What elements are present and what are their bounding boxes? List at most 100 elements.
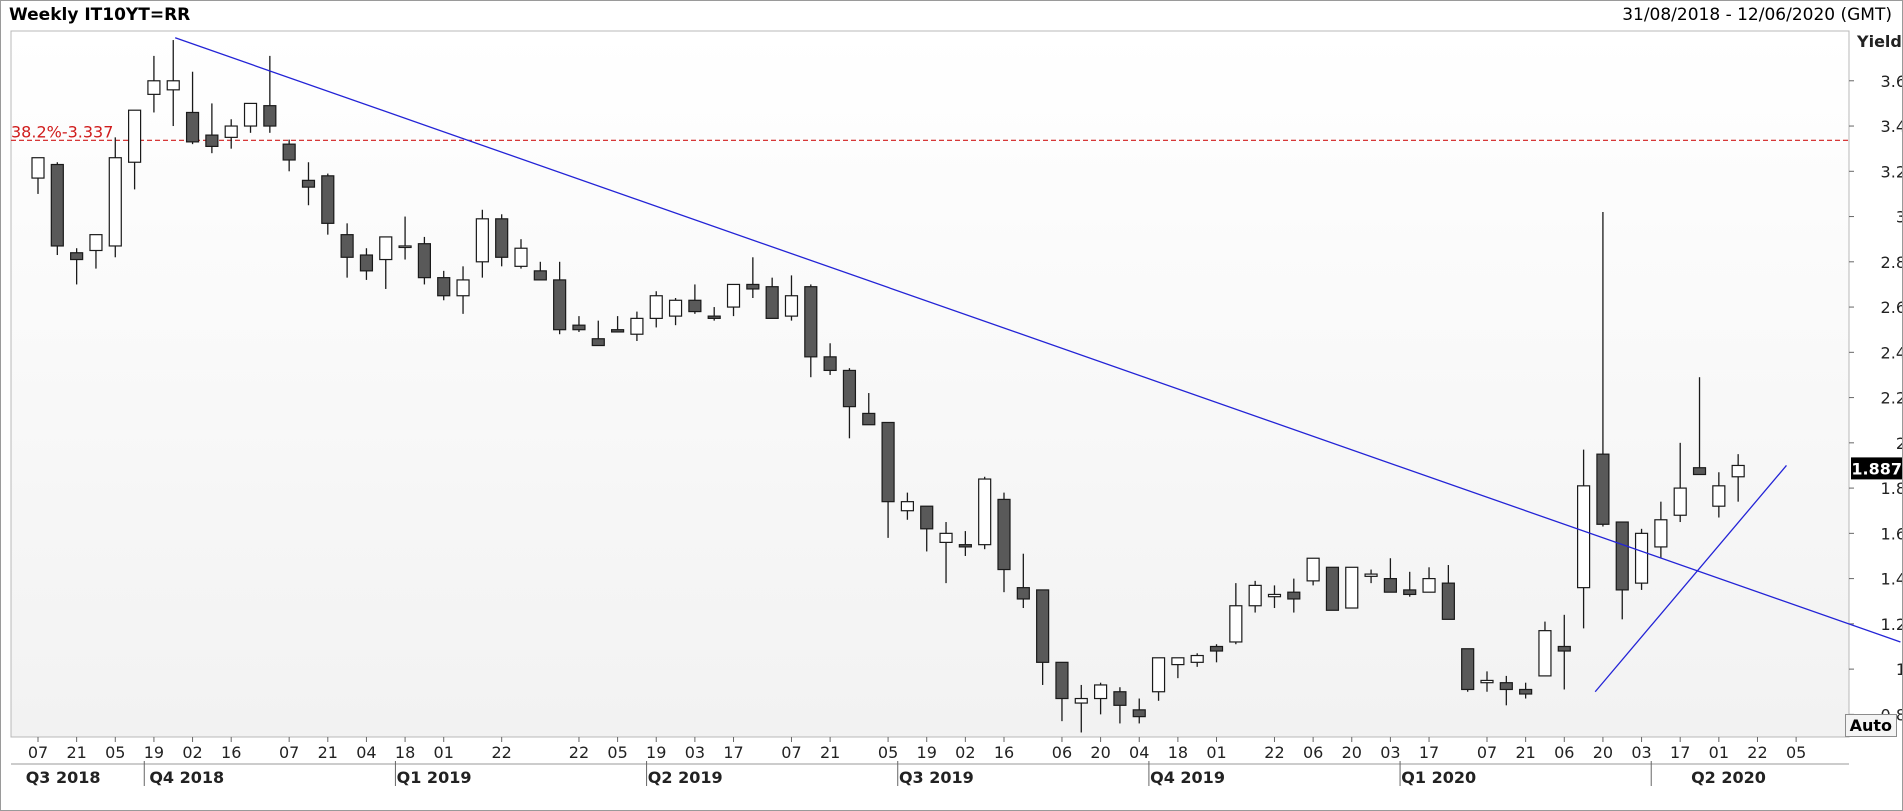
candle-body — [1151, 657, 1166, 693]
quarter-label: Q4 2018 — [149, 768, 224, 787]
x-tick-label: 19 — [646, 743, 666, 762]
candle-body — [1325, 566, 1340, 611]
x-tick-label: 19 — [144, 743, 164, 762]
fibonacci-level-label: 38.2%-3.337 — [11, 122, 113, 141]
x-tick-label: 20 — [1342, 743, 1362, 762]
candle-body — [437, 277, 451, 297]
x-tick-label: 03 — [1631, 743, 1651, 762]
candle-body — [978, 478, 992, 546]
x-tick-label: 20 — [1090, 743, 1110, 762]
x-tick-label: 18 — [1168, 743, 1188, 762]
candle-body — [572, 324, 586, 331]
candle-body — [1557, 645, 1571, 652]
candle-body — [1654, 519, 1668, 548]
candle-body — [1132, 709, 1146, 718]
x-tick-label: 07 — [28, 743, 48, 762]
candle-body — [726, 283, 741, 308]
candle-body — [1364, 573, 1378, 577]
candle-body — [1634, 532, 1649, 584]
candle-body — [958, 544, 972, 548]
candle-body — [1345, 566, 1359, 609]
candle-body — [514, 247, 528, 267]
candle-body — [1519, 688, 1533, 695]
x-tick-label: 06 — [1303, 743, 1323, 762]
trendline — [174, 37, 1901, 643]
candle-body — [553, 279, 567, 331]
candle-body — [842, 369, 857, 408]
x-tick-label: 03 — [1380, 743, 1400, 762]
candle-body — [1093, 684, 1108, 700]
quarter-label: Q1 2019 — [397, 768, 472, 787]
x-tick-label: 22 — [1264, 743, 1284, 762]
trendline — [1594, 465, 1787, 693]
candle-body — [398, 245, 412, 249]
quarter-label: Q1 2020 — [1401, 768, 1476, 787]
y-tick-label: 1.2 — [1881, 615, 1902, 634]
y-tick-label: 3.4 — [1881, 117, 1902, 136]
candle-body — [668, 299, 683, 317]
candle-body — [1306, 557, 1320, 582]
x-tick-label: 22 — [492, 743, 512, 762]
x-tick-label: 05 — [878, 743, 898, 762]
candle-body — [495, 218, 509, 258]
candle-body — [1016, 587, 1030, 600]
candle-body — [1287, 591, 1301, 600]
x-tick-label: 16 — [221, 743, 241, 762]
x-tick-label: 02 — [955, 743, 975, 762]
candle-body — [166, 80, 180, 91]
candle-body — [359, 254, 374, 272]
y-tick-label: 2 — [1896, 434, 1902, 453]
x-tick-label: 07 — [781, 743, 801, 762]
last-price-marker — [1851, 457, 1902, 480]
candle-body — [1190, 654, 1204, 663]
x-tick-label: 07 — [1477, 743, 1497, 762]
candle-body — [1209, 645, 1224, 652]
y-tick-label: 1 — [1896, 660, 1902, 679]
x-tick-label: 05 — [1786, 743, 1806, 762]
candle-body — [900, 501, 915, 512]
candle-body — [1074, 697, 1088, 704]
candle-body — [1692, 467, 1707, 476]
candle-body — [1441, 582, 1455, 620]
candle-body — [1499, 682, 1513, 691]
candle-body — [649, 295, 663, 319]
x-tick-label: 01 — [1206, 743, 1226, 762]
candle-body — [243, 102, 258, 127]
y-tick-label: 3.2 — [1881, 162, 1902, 181]
plot-area — [10, 30, 1850, 738]
x-tick-label: 05 — [607, 743, 627, 762]
x-tick-label: 21 — [66, 743, 86, 762]
x-tick-label: 21 — [318, 743, 338, 762]
auto-scale-button[interactable]: Auto — [1844, 714, 1897, 737]
x-tick-label: 17 — [1419, 743, 1439, 762]
x-tick-label: 21 — [820, 743, 840, 762]
candle-body — [630, 317, 644, 335]
candle-body — [823, 356, 837, 372]
candle-body — [263, 105, 277, 127]
candle-body — [1113, 691, 1127, 706]
candle-body — [1229, 605, 1243, 643]
candle-body — [1480, 679, 1494, 684]
quarter-label: Q2 2020 — [1691, 768, 1766, 787]
candle-body — [804, 286, 818, 358]
candle-body — [1055, 661, 1069, 700]
x-tick-label: 17 — [1670, 743, 1690, 762]
candle-body — [50, 163, 64, 247]
candle-body — [1267, 593, 1282, 598]
y-axis-label: Yield — [1856, 32, 1902, 51]
candle-body — [147, 80, 161, 95]
candle-body — [205, 134, 219, 148]
candle-body — [127, 109, 142, 163]
x-tick-label: 16 — [994, 743, 1014, 762]
date-range: 31/08/2018 - 12/06/2020 (GMT) — [1622, 5, 1892, 25]
quarter-label: Q4 2019 — [1150, 768, 1225, 787]
x-tick-label: 21 — [1515, 743, 1535, 762]
y-tick-label: 1.8 — [1881, 479, 1902, 498]
candle-body — [1036, 589, 1050, 663]
x-tick-label: 06 — [1052, 743, 1072, 762]
x-tick-label: 03 — [685, 743, 705, 762]
candle-body — [881, 421, 895, 503]
candle-body — [533, 270, 547, 281]
